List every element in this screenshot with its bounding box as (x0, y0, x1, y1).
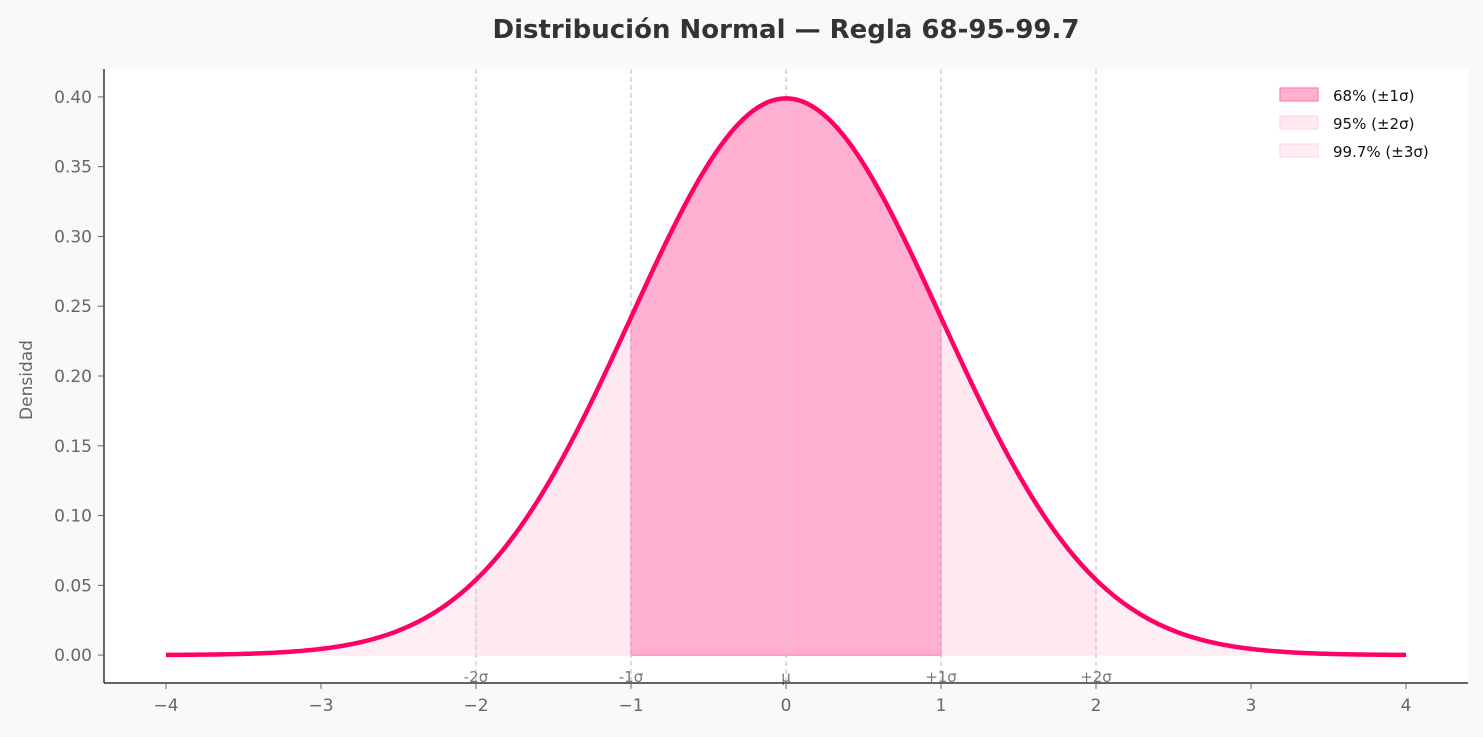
y-tick-label: 0.35 (54, 158, 92, 178)
y-tick-label: 0.00 (54, 646, 92, 666)
sigma-label: μ (781, 668, 791, 686)
x-tick-label: 4 (1401, 696, 1412, 716)
x-tick-label: −4 (153, 696, 178, 716)
y-tick-label: 0.05 (54, 576, 92, 596)
sigma-label: +2σ (1080, 668, 1112, 686)
legend-label: 99.7% (±3σ) (1333, 143, 1429, 161)
legend-label: 95% (±2σ) (1333, 115, 1414, 133)
y-tick-label: 0.20 (54, 367, 92, 387)
density-curve (165, 96, 1407, 658)
y-tick-label: 0.15 (54, 437, 92, 457)
x-tick-label: −1 (618, 696, 643, 716)
x-tick-label: −3 (308, 696, 333, 716)
y-tick-label: 0.10 (54, 507, 92, 527)
legend-swatch (1279, 115, 1319, 130)
legend-label: 68% (±1σ) (1333, 87, 1414, 105)
x-tick-label: 0 (781, 696, 792, 716)
legend-swatch (1279, 143, 1319, 158)
sigma-label: -1σ (619, 668, 644, 686)
legend-swatch (1279, 87, 1319, 102)
x-tick-label: 1 (936, 696, 947, 716)
legend: 68% (±1σ) 95% (±2σ) 99.7% (±3σ) (1279, 87, 1429, 161)
y-axis-label: Densidad (17, 340, 37, 420)
x-tick-label: −2 (463, 696, 488, 716)
x-tick-label: 3 (1246, 696, 1257, 716)
x-tick-label: 2 (1091, 696, 1102, 716)
y-tick-label: 0.25 (54, 297, 92, 317)
chart-title: Distribución Normal — Regla 68-95-99.7 (493, 15, 1080, 45)
y-tick-label: 0.40 (54, 88, 92, 108)
y-tick-label: 0.30 (54, 227, 92, 247)
sigma-label: +1σ (925, 668, 957, 686)
sigma-label: -2σ (464, 668, 489, 686)
